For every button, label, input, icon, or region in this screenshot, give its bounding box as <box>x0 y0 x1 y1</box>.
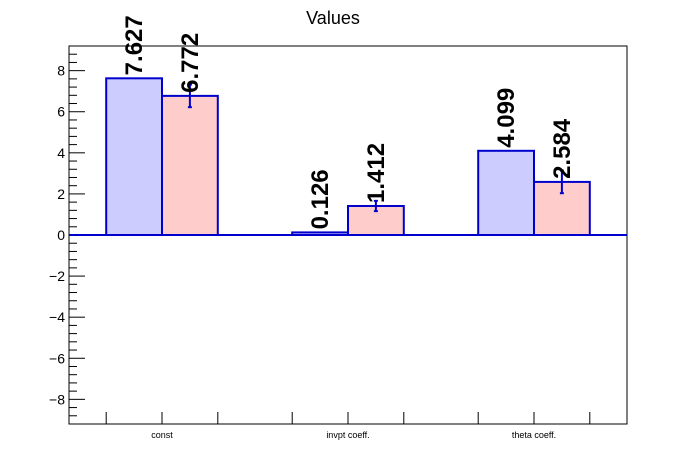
value-labels: 7.627 0.126 4.099 6.772 1.412 2.584 <box>121 15 576 229</box>
x-tick-labels: const invpt coeff. theta coeff. <box>151 430 556 440</box>
value-label: 0.126 <box>307 169 334 229</box>
y-tick-label: 4 <box>57 145 65 161</box>
value-label: 4.099 <box>493 88 520 148</box>
axis-ticks <box>69 45 591 425</box>
x-category-label: theta coeff. <box>512 430 556 440</box>
value-label: 7.627 <box>121 15 148 75</box>
y-tick-label: 0 <box>57 227 65 243</box>
y-tick-labels: −8 −6 −4 −2 0 2 4 6 8 <box>49 63 65 408</box>
y-tick-label: 6 <box>57 104 65 120</box>
y-tick-label: −2 <box>49 268 65 284</box>
x-category-label: invpt coeff. <box>326 430 369 440</box>
x-category-label: const <box>151 430 173 440</box>
error-bars <box>187 83 564 213</box>
value-label: 6.772 <box>177 33 204 93</box>
chart-title: Values <box>306 8 360 28</box>
value-label: 2.584 <box>549 118 576 179</box>
bar <box>161 94 219 236</box>
bar <box>477 149 536 236</box>
y-tick-label: −8 <box>49 391 65 407</box>
bar <box>105 77 163 236</box>
value-label: 1.412 <box>363 143 390 203</box>
y-tick-label: 8 <box>57 63 65 79</box>
y-tick-label: −4 <box>49 309 65 325</box>
y-tick-label: 2 <box>57 186 65 202</box>
y-tick-label: −6 <box>49 350 65 366</box>
